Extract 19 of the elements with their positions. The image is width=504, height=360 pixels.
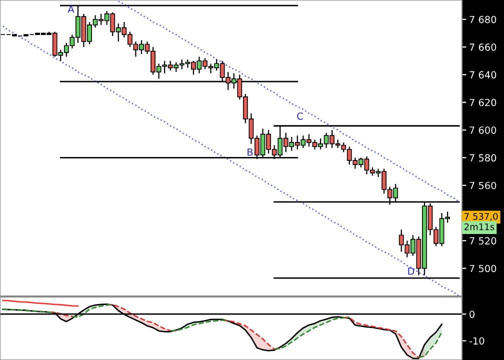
- y-tick-label: 7 560: [470, 182, 496, 190]
- text: 2m11s: [464, 223, 494, 230]
- y-tick-label: 7 520: [470, 237, 496, 245]
- line-series: [2, 26, 460, 296]
- y-tick-label: -10: [469, 337, 484, 345]
- y-tick-label: 7 660: [470, 44, 496, 51]
- annotation: B: [248, 148, 253, 156]
- y-tick-label: 7 640: [470, 71, 496, 79]
- y-tick-label: 0: [470, 310, 474, 318]
- y-tick-label: 7 600: [470, 126, 496, 134]
- y-tick-label: 7 500: [470, 264, 496, 272]
- annotation: A: [68, 6, 74, 13]
- line-series: [118, 0, 460, 203]
- annotation: 7 537,0: [464, 212, 498, 221]
- y-tick-label: 7 620: [470, 98, 496, 106]
- y-tick-label: 7 580: [470, 154, 496, 162]
- y-tick-label: 7 680: [470, 16, 496, 24]
- annotation: C: [297, 112, 303, 120]
- annotation: D: [408, 268, 414, 275]
